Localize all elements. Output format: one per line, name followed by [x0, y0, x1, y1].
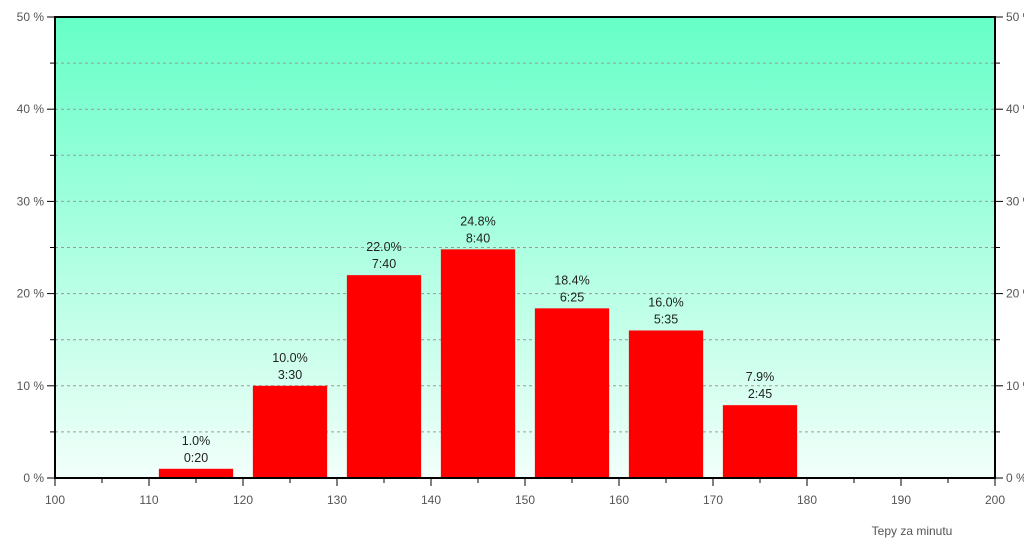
bar: [628, 330, 704, 478]
y-tick-label-left: 10 %: [17, 379, 45, 393]
bar: [440, 249, 516, 478]
y-tick-label-right: 30 %: [1006, 194, 1024, 208]
axes: 0 % 0 % 10 % 10 % 20 % 20 % 30 % 30 % 40 % 40 % 50…: [17, 10, 1024, 507]
y-tick-label-left: 30 %: [17, 194, 45, 208]
y-tick-label-left: 20 %: [17, 287, 45, 301]
x-tick-label: 170: [703, 493, 723, 507]
bar-time-label: 5:35: [654, 312, 678, 326]
bar-percent-label: 10.0%: [272, 351, 307, 365]
bar-time-label: 2:45: [748, 387, 772, 401]
y-tick-label-left: 40 %: [17, 102, 45, 116]
bar-percent-label: 1.0%: [182, 434, 211, 448]
bar-time-label: 7:40: [372, 257, 396, 271]
bar-time-label: 3:30: [278, 368, 302, 382]
bar-time-label: 8:40: [466, 231, 490, 245]
x-axis-title: Tepy za minutu: [872, 524, 953, 538]
y-tick-label-left: 0 %: [23, 471, 44, 485]
x-tick-label: 100: [45, 493, 65, 507]
bar-percent-label: 22.0%: [366, 240, 401, 254]
y-tick-label-left: 50 %: [17, 10, 45, 24]
x-tick-label: 180: [797, 493, 817, 507]
x-tick-label: 140: [421, 493, 441, 507]
y-tick-label-right: 0 %: [1006, 471, 1024, 485]
x-tick-label: 200: [985, 493, 1005, 507]
bar-time-label: 0:20: [184, 451, 208, 465]
x-tick-label: 130: [327, 493, 347, 507]
y-tick-label-right: 40 %: [1006, 102, 1024, 116]
bar: [722, 405, 798, 478]
gridlines: [55, 62, 995, 433]
bar-percent-label: 18.4%: [554, 273, 589, 287]
x-tick-label: 120: [233, 493, 253, 507]
bar-percent-label: 16.0%: [648, 295, 683, 309]
bars: [158, 249, 798, 478]
x-tick-label: 160: [609, 493, 629, 507]
bar: [534, 308, 610, 478]
bar-time-label: 6:25: [560, 290, 584, 304]
bar-percent-label: 7.9%: [746, 370, 775, 384]
bar: [158, 468, 234, 478]
x-tick-label: 150: [515, 493, 535, 507]
bar-percent-label: 24.8%: [460, 214, 495, 228]
bar: [252, 385, 328, 478]
y-tick-label-right: 50 %: [1006, 10, 1024, 24]
x-tick-label: 190: [891, 493, 911, 507]
x-tick-label: 110: [139, 493, 158, 507]
data-labels: 1.0% 0:20 10.0% 3:30 22.0% 7:40 24.8% 8:40 18.4%…: [182, 214, 775, 464]
y-tick-label-right: 20 %: [1006, 287, 1024, 301]
bar: [346, 275, 422, 478]
y-tick-label-right: 10 %: [1006, 379, 1024, 393]
